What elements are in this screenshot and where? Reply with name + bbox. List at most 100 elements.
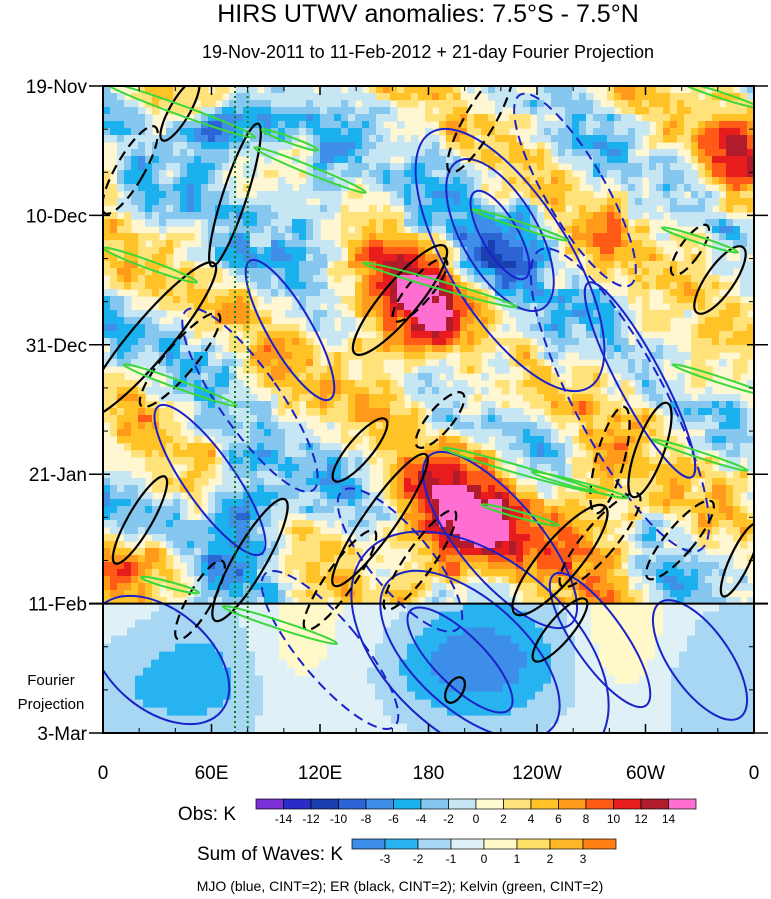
obs-cell: [278, 177, 286, 185]
obs-cell: [180, 338, 188, 346]
obs-cell: [306, 310, 314, 318]
obs-cell: [103, 415, 111, 423]
obs-cell: [383, 100, 391, 108]
obs-cell: [425, 198, 433, 206]
obs-cell: [271, 100, 279, 108]
obs-cell: [313, 233, 321, 241]
obs-cell: [397, 163, 405, 171]
obs-cell: [117, 282, 125, 290]
obs-cell: [565, 415, 573, 423]
obs-cell: [670, 275, 678, 283]
obs-cell: [390, 429, 398, 437]
obs-cell: [460, 184, 468, 192]
obs-cell: [306, 457, 314, 465]
obs-cell: [495, 415, 503, 423]
obs-cell: [474, 240, 482, 248]
obs-cell: [145, 247, 153, 255]
obs-cell: [362, 338, 370, 346]
obs-cell: [544, 107, 552, 115]
obs-cell: [159, 135, 167, 143]
obs-cell: [684, 408, 692, 416]
obs-cell: [250, 107, 258, 115]
obs-cell: [593, 387, 601, 395]
obs-cell: [453, 303, 461, 311]
obs-cell: [110, 275, 118, 283]
obs-cell: [236, 205, 244, 213]
obs-cell: [222, 499, 230, 507]
obs-cell: [306, 275, 314, 283]
obs-cell: [264, 296, 272, 304]
obs-cell: [502, 359, 510, 367]
obs-cell: [460, 198, 468, 206]
obs-cell: [705, 366, 713, 374]
obs-cell: [313, 317, 321, 325]
obs-cell: [621, 170, 629, 178]
obs-cell: [271, 282, 279, 290]
obs-cell: [747, 415, 754, 423]
obs-cell: [383, 184, 391, 192]
obs-cell: [418, 394, 426, 402]
obs-cell: [390, 233, 398, 241]
obs-cell: [278, 478, 286, 486]
obs-cell: [131, 422, 139, 430]
obs-cell: [229, 254, 237, 262]
obs-cell: [299, 205, 307, 213]
obs-cell: [719, 408, 727, 416]
obs-cell: [131, 254, 139, 262]
obs-cell: [726, 93, 734, 101]
obs-cell: [579, 317, 587, 325]
obs-cell: [551, 303, 559, 311]
obs-cell: [516, 317, 524, 325]
obs-cell: [530, 198, 538, 206]
obs-cell: [194, 275, 202, 283]
obs-cell: [117, 380, 125, 388]
obs-cell: [250, 282, 258, 290]
obs-cell: [376, 268, 384, 276]
obs-cell: [229, 492, 237, 500]
obs-cell: [593, 436, 601, 444]
obs-cell: [159, 520, 167, 528]
obs-cell: [173, 457, 181, 465]
obs-cell: [229, 296, 237, 304]
obs-cell: [698, 520, 706, 528]
obs-cell: [285, 100, 293, 108]
obs-cell: [404, 429, 412, 437]
obs-cell: [600, 422, 608, 430]
obs-cell: [250, 212, 258, 220]
obs-cell: [390, 415, 398, 423]
obs-cell: [649, 506, 657, 514]
obs-cell: [544, 457, 552, 465]
obs-cell: [719, 86, 727, 94]
obs-cell: [348, 240, 356, 248]
obs-cell: [747, 464, 754, 472]
obs-cell: [537, 163, 545, 171]
obs-cell: [481, 471, 489, 479]
obs-cell: [362, 114, 370, 122]
obs-cell: [642, 156, 650, 164]
obs-cell: [173, 485, 181, 493]
obs-cell: [509, 359, 517, 367]
obs-cell: [614, 436, 622, 444]
obs-cell: [173, 121, 181, 129]
obs-cell: [418, 261, 426, 269]
obs-cell: [138, 233, 146, 241]
obs-cell: [208, 464, 216, 472]
obs-cell: [313, 107, 321, 115]
obs-cell: [376, 513, 384, 521]
obs-cell: [236, 198, 244, 206]
obs-cell: [649, 198, 657, 206]
obs-cell: [712, 485, 720, 493]
obs-cell: [628, 450, 636, 458]
obs-cell: [425, 135, 433, 143]
obs-cell: [306, 93, 314, 101]
obs-cell: [467, 289, 475, 297]
obs-cell: [292, 436, 300, 444]
obs-cell: [362, 156, 370, 164]
obs-cell: [166, 275, 174, 283]
obs-cell: [194, 170, 202, 178]
obs-cell: [656, 121, 664, 129]
obs-cell: [579, 114, 587, 122]
obs-cell: [677, 513, 685, 521]
obs-cell: [740, 338, 748, 346]
obs-cell: [138, 345, 146, 353]
